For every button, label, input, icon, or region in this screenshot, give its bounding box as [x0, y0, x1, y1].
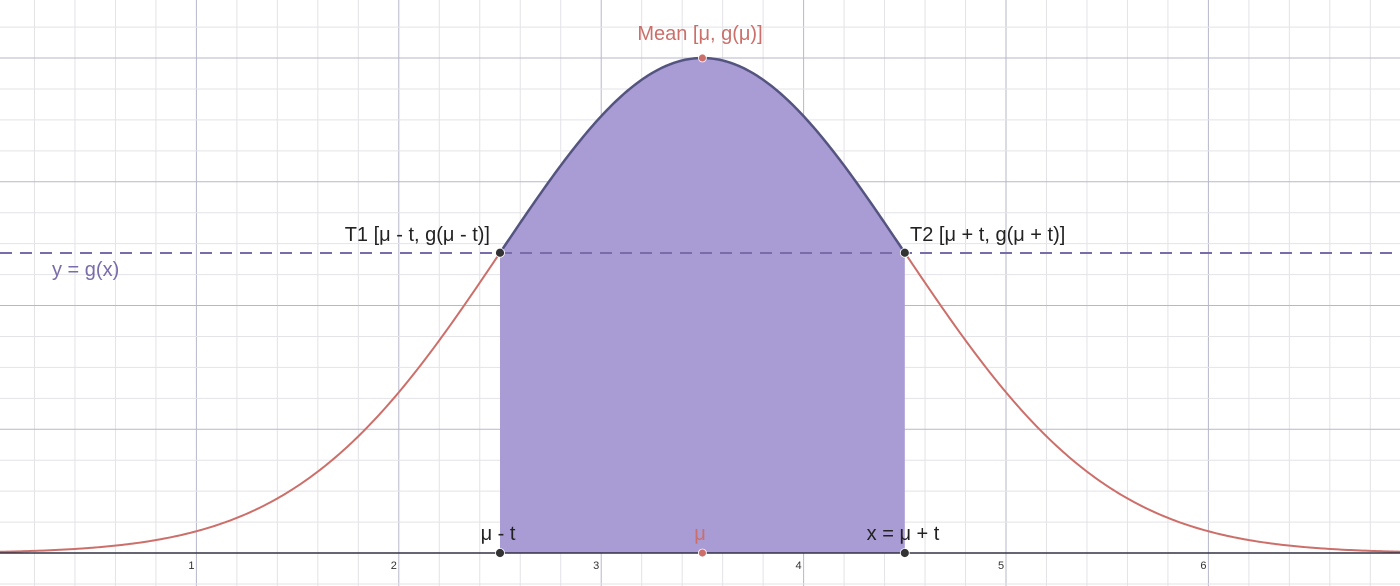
x-tick-label: 3 — [593, 560, 599, 572]
shaded-area — [500, 58, 905, 553]
label-mu-minus-t: μ - t — [481, 523, 516, 545]
label-threshold: y = g(x) — [52, 259, 119, 281]
curve-left-tail — [0, 252, 501, 553]
label-t2: T2 [μ + t, g(μ + t)] — [910, 224, 1065, 246]
label-t1: T1 [μ - t, g(μ - t)] — [345, 224, 490, 246]
x-tick-label: 4 — [796, 560, 802, 572]
point-mu[interactable] — [698, 548, 707, 558]
point-mu-minus-t[interactable] — [495, 548, 505, 558]
label-mu: μ — [694, 523, 706, 545]
label-mean: Mean [μ, g(μ)] — [637, 23, 762, 45]
label-x-eq-mu-plus-t: x = μ + t — [867, 523, 940, 545]
point-t2[interactable] — [899, 247, 910, 258]
x-tick-label: 1 — [188, 560, 194, 572]
x-tick-label: 2 — [391, 560, 397, 572]
point-t1[interactable] — [495, 247, 505, 258]
x-tick-labels: 1 2 3 4 5 6 — [188, 560, 1206, 572]
point-mu-plus-t[interactable] — [899, 548, 910, 558]
x-tick-label: 6 — [1200, 560, 1206, 572]
x-tick-label: 5 — [998, 560, 1004, 572]
point-mean[interactable] — [698, 53, 707, 63]
curve-right-tail — [903, 252, 1400, 553]
